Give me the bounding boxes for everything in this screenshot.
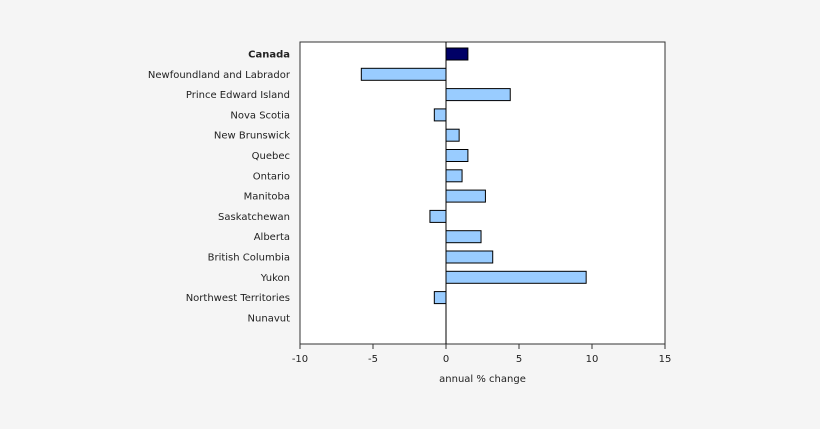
- category-label-alberta: Alberta: [254, 232, 290, 243]
- bar-alberta: [445, 230, 482, 244]
- category-label-canada: Canada: [248, 50, 290, 61]
- category-label-nunavut: Nunavut: [248, 313, 291, 324]
- category-label-quebec: Quebec: [252, 151, 290, 162]
- x-tick-label: 5: [516, 354, 522, 365]
- bar-prince-edward-island: [445, 88, 511, 102]
- category-label-nova-scotia: Nova Scotia: [230, 110, 290, 121]
- category-label-northwest-territories: Northwest Territories: [186, 293, 290, 304]
- category-label-ontario: Ontario: [253, 171, 290, 182]
- x-tick-label: 0: [443, 354, 449, 365]
- bar-quebec: [445, 149, 469, 162]
- bar-northwest-territories: [433, 291, 447, 305]
- category-label-new-brunswick: New Brunswick: [214, 131, 290, 142]
- bar-yukon: [445, 270, 587, 284]
- bar-saskatchewan: [429, 209, 447, 223]
- x-axis-label: annual % change: [439, 374, 526, 385]
- x-tick-label: -5: [368, 354, 378, 365]
- category-label-british-columbia: British Columbia: [208, 253, 290, 264]
- x-tick-label: -10: [292, 354, 308, 365]
- bar-ontario: [445, 169, 463, 183]
- x-axis-ticks: -10 -5 0 5 10 15: [292, 344, 672, 365]
- bar-british-columbia: [445, 250, 494, 264]
- bar-newfoundland-and-labrador: [360, 67, 447, 81]
- bar-canada: [445, 47, 469, 61]
- x-tick-label: 10: [586, 354, 599, 365]
- bar-nova-scotia: [433, 108, 447, 122]
- x-tick-label: 15: [659, 354, 672, 365]
- category-label-saskatchewan: Saskatchewan: [218, 212, 290, 223]
- category-labels: Canada Newfoundland and Labrador Prince Ed…: [148, 50, 291, 325]
- category-label-newfoundland-and-labrador: Newfoundland and Labrador: [148, 70, 291, 81]
- category-label-prince-edward-island: Prince Edward Island: [186, 90, 290, 101]
- bar-new-brunswick: [445, 128, 460, 142]
- category-label-manitoba: Manitoba: [244, 192, 290, 203]
- category-label-yukon: Yukon: [260, 273, 290, 284]
- bar-manitoba: [445, 189, 486, 203]
